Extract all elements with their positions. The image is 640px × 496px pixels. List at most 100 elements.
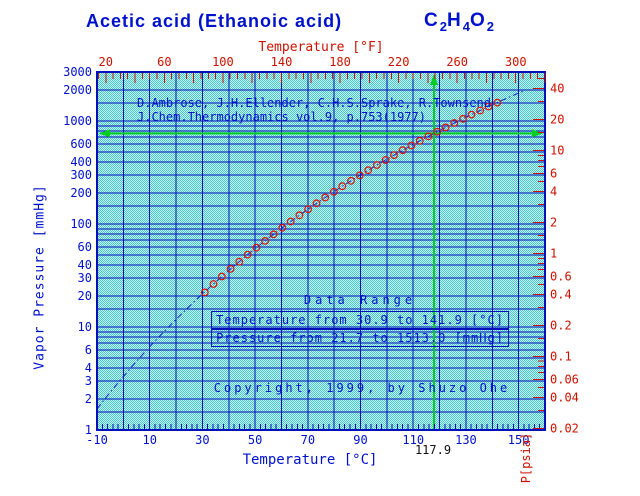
data-point xyxy=(433,127,442,136)
left-tick-label: 20 xyxy=(78,289,92,303)
top-tick-label: 20 xyxy=(99,55,113,69)
left-tick-label: 1000 xyxy=(63,114,92,128)
bottom-tick-label: 50 xyxy=(248,433,262,447)
data-point xyxy=(269,230,278,239)
left-tick-label: 600 xyxy=(70,137,92,151)
left-tick-label: 3 xyxy=(85,374,92,388)
right-tick-label: 0.2 xyxy=(550,319,572,333)
bottom-tick-label: 150 xyxy=(508,433,530,447)
data-point xyxy=(407,141,416,150)
copyright-notice: Copyright, 1999, by Shuzo Ohe xyxy=(213,381,511,395)
bottom-tick-label: 10 xyxy=(142,433,156,447)
right-tick-label: 10 xyxy=(550,144,564,158)
right-tick-label: 0.02 xyxy=(550,421,579,435)
data-point xyxy=(252,243,261,252)
data-point xyxy=(424,132,433,141)
data-point xyxy=(476,106,485,115)
right-tick-label: 0.4 xyxy=(550,288,572,302)
atm-arrow-right-icon xyxy=(532,129,543,138)
left-tick-label: 2000 xyxy=(63,83,92,97)
left-tick-label: 60 xyxy=(78,240,92,254)
data-point xyxy=(373,161,381,169)
left-tick-label: 1 xyxy=(85,423,92,437)
data-point xyxy=(459,114,467,123)
data-point xyxy=(321,193,330,202)
formula-part: C xyxy=(424,10,440,31)
right-tick-label: 1 xyxy=(550,247,557,261)
data-point xyxy=(390,151,398,160)
left-tick-label: 300 xyxy=(70,168,92,182)
page-title: Acetic acid (Ethanoic acid) xyxy=(86,11,343,31)
data-range-title: Data Range xyxy=(303,293,417,307)
data-point xyxy=(493,98,502,107)
data-point xyxy=(441,123,450,132)
top-axis-title: Temperature [°F] xyxy=(258,40,384,55)
top-tick-label: 140 xyxy=(271,55,293,69)
left-tick-label: 2 xyxy=(85,392,92,406)
bottom-tick-label: 70 xyxy=(301,433,315,447)
data-point xyxy=(286,217,295,226)
left-tick-label: 3000 xyxy=(63,65,92,79)
plot-background xyxy=(97,72,545,430)
top-tick-label: 260 xyxy=(446,55,468,69)
data-point xyxy=(467,110,476,119)
bottom-tick-label: 30 xyxy=(195,433,209,447)
data-point xyxy=(209,280,218,288)
data-point xyxy=(304,205,313,214)
bottom-axis-title: Temperature [°C] xyxy=(242,452,378,468)
top-tick-label: 300 xyxy=(505,55,527,69)
right-tick-label: 4 xyxy=(550,185,557,199)
data-point xyxy=(200,288,209,297)
top-tick-label: 220 xyxy=(388,55,410,69)
data-point xyxy=(295,211,304,220)
reference-line-2: J.Chem.Thermodynamics vol.9, p.753(1977) xyxy=(137,110,426,124)
right-tick-label: 6 xyxy=(550,166,557,180)
data-point xyxy=(338,182,347,191)
right-tick-label: 0.6 xyxy=(550,269,572,283)
data-point xyxy=(355,171,364,180)
top-tick-label: 100 xyxy=(212,55,234,69)
right-tick-label: 0.04 xyxy=(550,390,579,404)
right-tick-label: 0.1 xyxy=(550,350,572,364)
left-axis-title: Vapor Pressure [mmHg] xyxy=(32,184,48,370)
data-point xyxy=(450,119,459,127)
data-point xyxy=(226,265,235,273)
left-tick-label: 10 xyxy=(78,320,92,334)
left-tick-label: 40 xyxy=(78,258,92,272)
data-point xyxy=(243,250,252,259)
data-range-temperature: Temperature from 30.9 to 141.9 [°C] xyxy=(211,311,509,329)
right-axis-title: P[psia] xyxy=(519,432,533,484)
data-point xyxy=(312,199,321,208)
formula-part: H xyxy=(446,10,463,31)
reference-line-1: D.Ambrose, J.H.Ellender, C.H.S.Sprake, R… xyxy=(137,96,492,110)
formula-part: O xyxy=(469,10,487,31)
left-tick-label: 200 xyxy=(70,186,92,200)
formula-subscript: 2 xyxy=(486,19,494,34)
bottom-tick-label: 90 xyxy=(353,433,367,447)
plot-border xyxy=(96,71,546,431)
data-point xyxy=(347,176,355,185)
right-tick-label: 20 xyxy=(550,113,564,127)
data-point xyxy=(278,223,287,232)
formula-subscript: 4 xyxy=(462,19,470,34)
data-point xyxy=(484,102,493,111)
right-tick-label: 0.06 xyxy=(550,372,579,386)
top-tick-label: 60 xyxy=(157,55,171,69)
left-tick-label: 30 xyxy=(78,271,92,285)
left-tick-label: 400 xyxy=(70,155,92,169)
right-tick-label: 40 xyxy=(550,82,564,96)
right-tick-label: 2 xyxy=(550,216,557,230)
atm-arrow-left-icon xyxy=(99,129,110,138)
data-point xyxy=(381,156,390,164)
bottom-tick-label: 110 xyxy=(402,433,424,447)
bottom-tick-label: 130 xyxy=(455,433,477,447)
left-tick-label: 4 xyxy=(85,361,92,375)
data-point xyxy=(330,187,338,196)
data-range-pressure: Pressure from 21.7 to 1513.0 [mmHg] xyxy=(211,329,509,347)
data-point xyxy=(217,272,226,281)
chemical-formula: C2H4O2 xyxy=(424,10,494,34)
boiling-point-label: 117.9 xyxy=(414,443,452,457)
top-tick-label: 180 xyxy=(329,55,351,69)
